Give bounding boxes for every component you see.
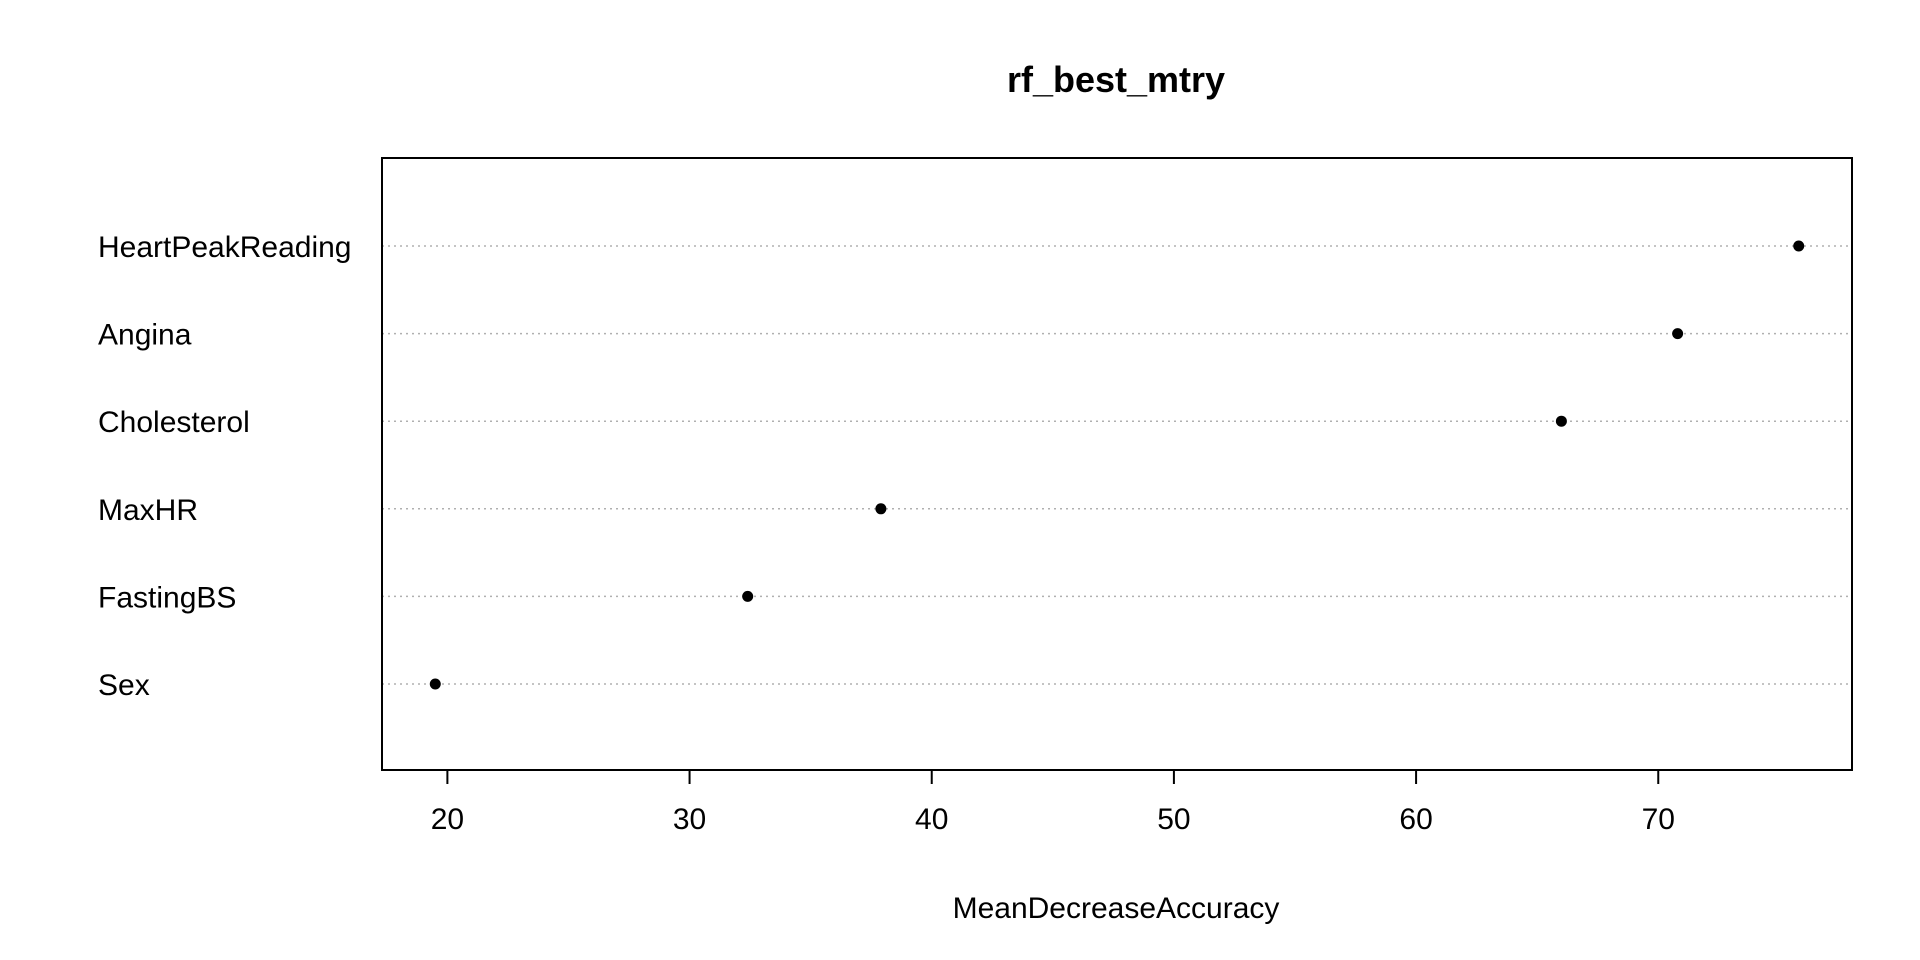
data-point — [1555, 415, 1567, 427]
x-axis-label: MeanDecreaseAccuracy — [953, 892, 1280, 925]
data-point — [875, 503, 887, 515]
x-tick-label: 50 — [1157, 803, 1190, 836]
x-tick-label: 30 — [673, 803, 706, 836]
data-point — [1793, 240, 1805, 252]
x-axis: 20 30 40 50 60 70 — [431, 769, 1675, 836]
chart-title: rf_best_mtry — [1007, 59, 1225, 100]
x-tick-label: 40 — [915, 803, 948, 836]
x-tick-label: 60 — [1399, 803, 1432, 836]
category-label: Cholesterol — [98, 406, 250, 439]
plot-frame — [381, 157, 1853, 771]
data-point — [429, 678, 441, 690]
x-tick-label: 20 — [431, 803, 464, 836]
category-label: Sex — [98, 669, 150, 702]
category-label: FastingBS — [98, 581, 236, 614]
data-point — [742, 590, 754, 602]
data-point — [1672, 328, 1684, 340]
gridlines — [382, 245, 1852, 685]
category-labels: HeartPeakReading Angina Cholesterol MaxHR Fa… — [98, 231, 352, 702]
x-tick-label: 70 — [1642, 803, 1675, 836]
data-points — [429, 240, 1805, 690]
category-label: HeartPeakReading — [98, 231, 352, 264]
category-label: Angina — [98, 319, 192, 352]
category-label: MaxHR — [98, 494, 198, 527]
